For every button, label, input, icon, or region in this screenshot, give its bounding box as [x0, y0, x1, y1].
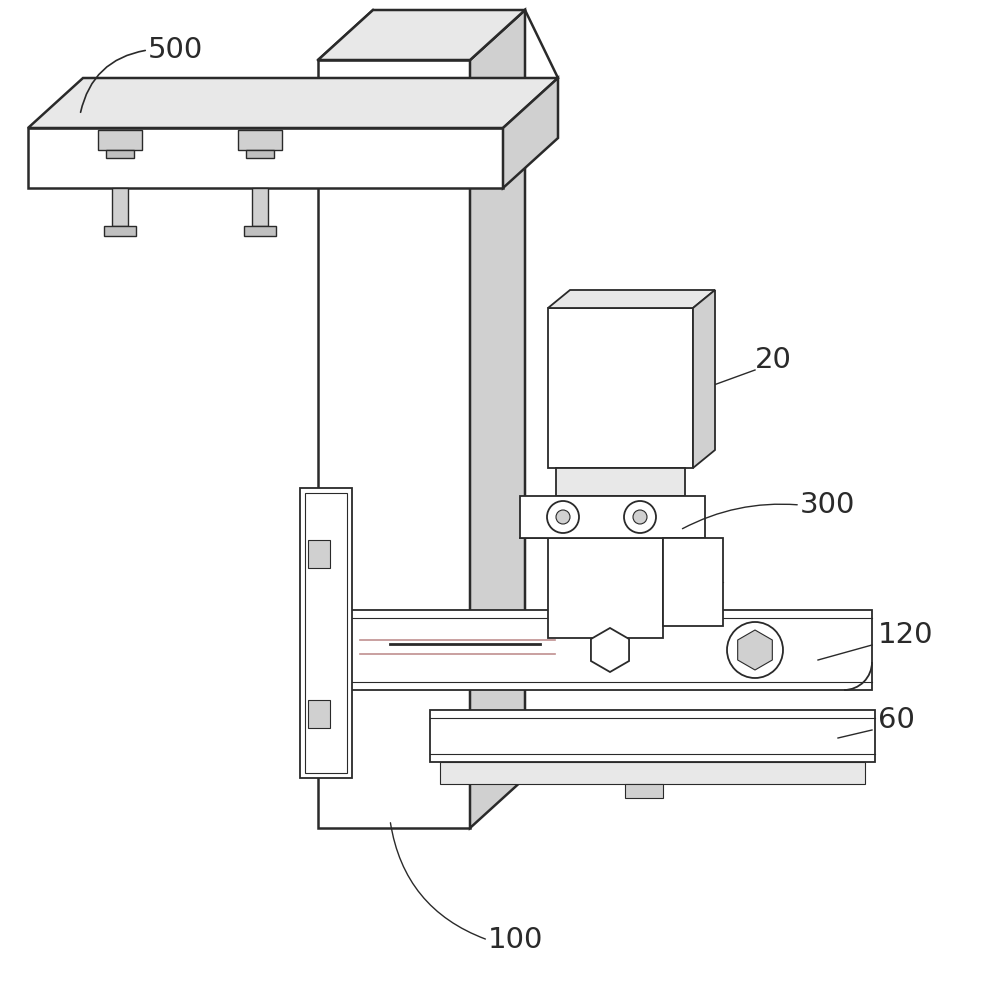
Bar — [305, 493, 347, 773]
Bar — [548, 538, 663, 638]
Bar — [300, 488, 352, 778]
Text: 300: 300 — [800, 491, 855, 519]
Bar — [322, 610, 872, 690]
Text: 100: 100 — [488, 926, 543, 954]
Bar — [548, 308, 693, 468]
Bar — [112, 188, 128, 226]
Circle shape — [624, 501, 656, 533]
FancyArrowPatch shape — [390, 823, 485, 939]
Polygon shape — [738, 630, 772, 670]
FancyArrowPatch shape — [682, 504, 797, 528]
Bar — [104, 226, 136, 236]
Polygon shape — [693, 290, 715, 468]
Polygon shape — [503, 78, 558, 188]
Text: 20: 20 — [755, 346, 792, 374]
Text: 120: 120 — [878, 621, 934, 649]
Bar — [625, 784, 663, 798]
FancyArrowPatch shape — [81, 50, 145, 112]
Bar — [308, 540, 330, 568]
Bar — [308, 700, 330, 728]
Bar — [28, 128, 503, 188]
Bar — [252, 188, 268, 226]
Polygon shape — [470, 10, 525, 828]
Circle shape — [547, 501, 579, 533]
Bar — [440, 762, 865, 784]
Bar — [244, 226, 276, 236]
Polygon shape — [591, 628, 629, 672]
Text: 60: 60 — [878, 706, 915, 734]
Circle shape — [556, 510, 570, 524]
Bar — [663, 538, 723, 626]
Bar — [430, 710, 875, 762]
Bar — [520, 496, 705, 538]
Bar — [238, 130, 282, 150]
Bar — [556, 468, 685, 496]
Circle shape — [633, 510, 647, 524]
Bar — [318, 60, 470, 828]
Polygon shape — [318, 10, 525, 60]
Bar — [246, 150, 274, 158]
Bar — [98, 130, 142, 150]
Bar — [106, 150, 134, 158]
Text: 500: 500 — [148, 36, 203, 64]
Polygon shape — [548, 290, 715, 308]
Polygon shape — [28, 78, 558, 128]
Circle shape — [727, 622, 783, 678]
